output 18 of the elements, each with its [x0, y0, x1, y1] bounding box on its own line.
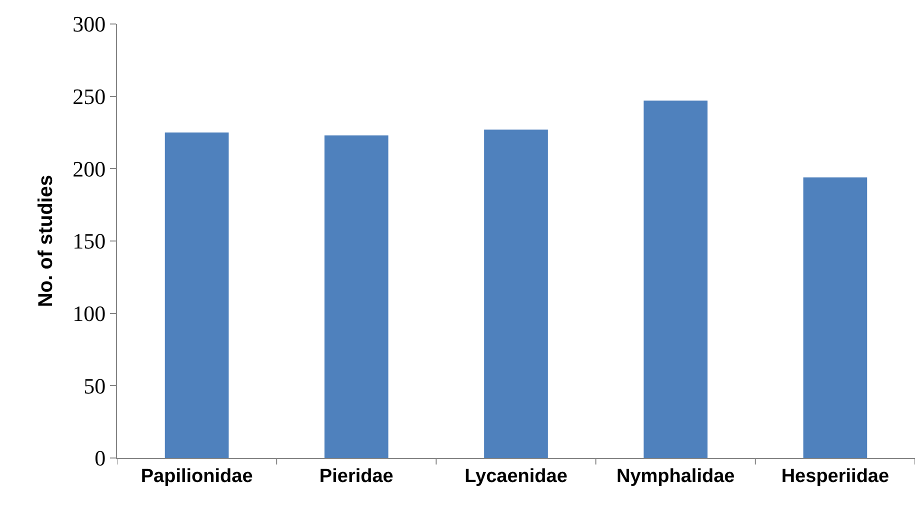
x-tick-label: Nymphalidae [616, 466, 735, 487]
x-tick-label: Lycaenidae [464, 466, 568, 487]
bar [803, 177, 868, 458]
bar [164, 132, 229, 458]
x-tick-label: Papilionidae [140, 466, 253, 487]
bar [324, 135, 388, 458]
y-tick-label: 0 [94, 446, 106, 471]
y-tick-label: 200 [72, 156, 106, 182]
x-tick-label: Pieridae [319, 466, 394, 487]
x-tick-label: Hesperiidae [781, 466, 890, 487]
y-tick-label: 250 [72, 84, 106, 110]
bar [644, 100, 708, 458]
y-tick-label: 100 [72, 301, 106, 326]
y-tick-label: 150 [72, 228, 106, 254]
bar [484, 130, 548, 458]
y-tick-label: 300 [72, 12, 106, 37]
y-tick-label: 50 [84, 373, 106, 398]
y-axis-title: No. of studies [35, 174, 58, 308]
